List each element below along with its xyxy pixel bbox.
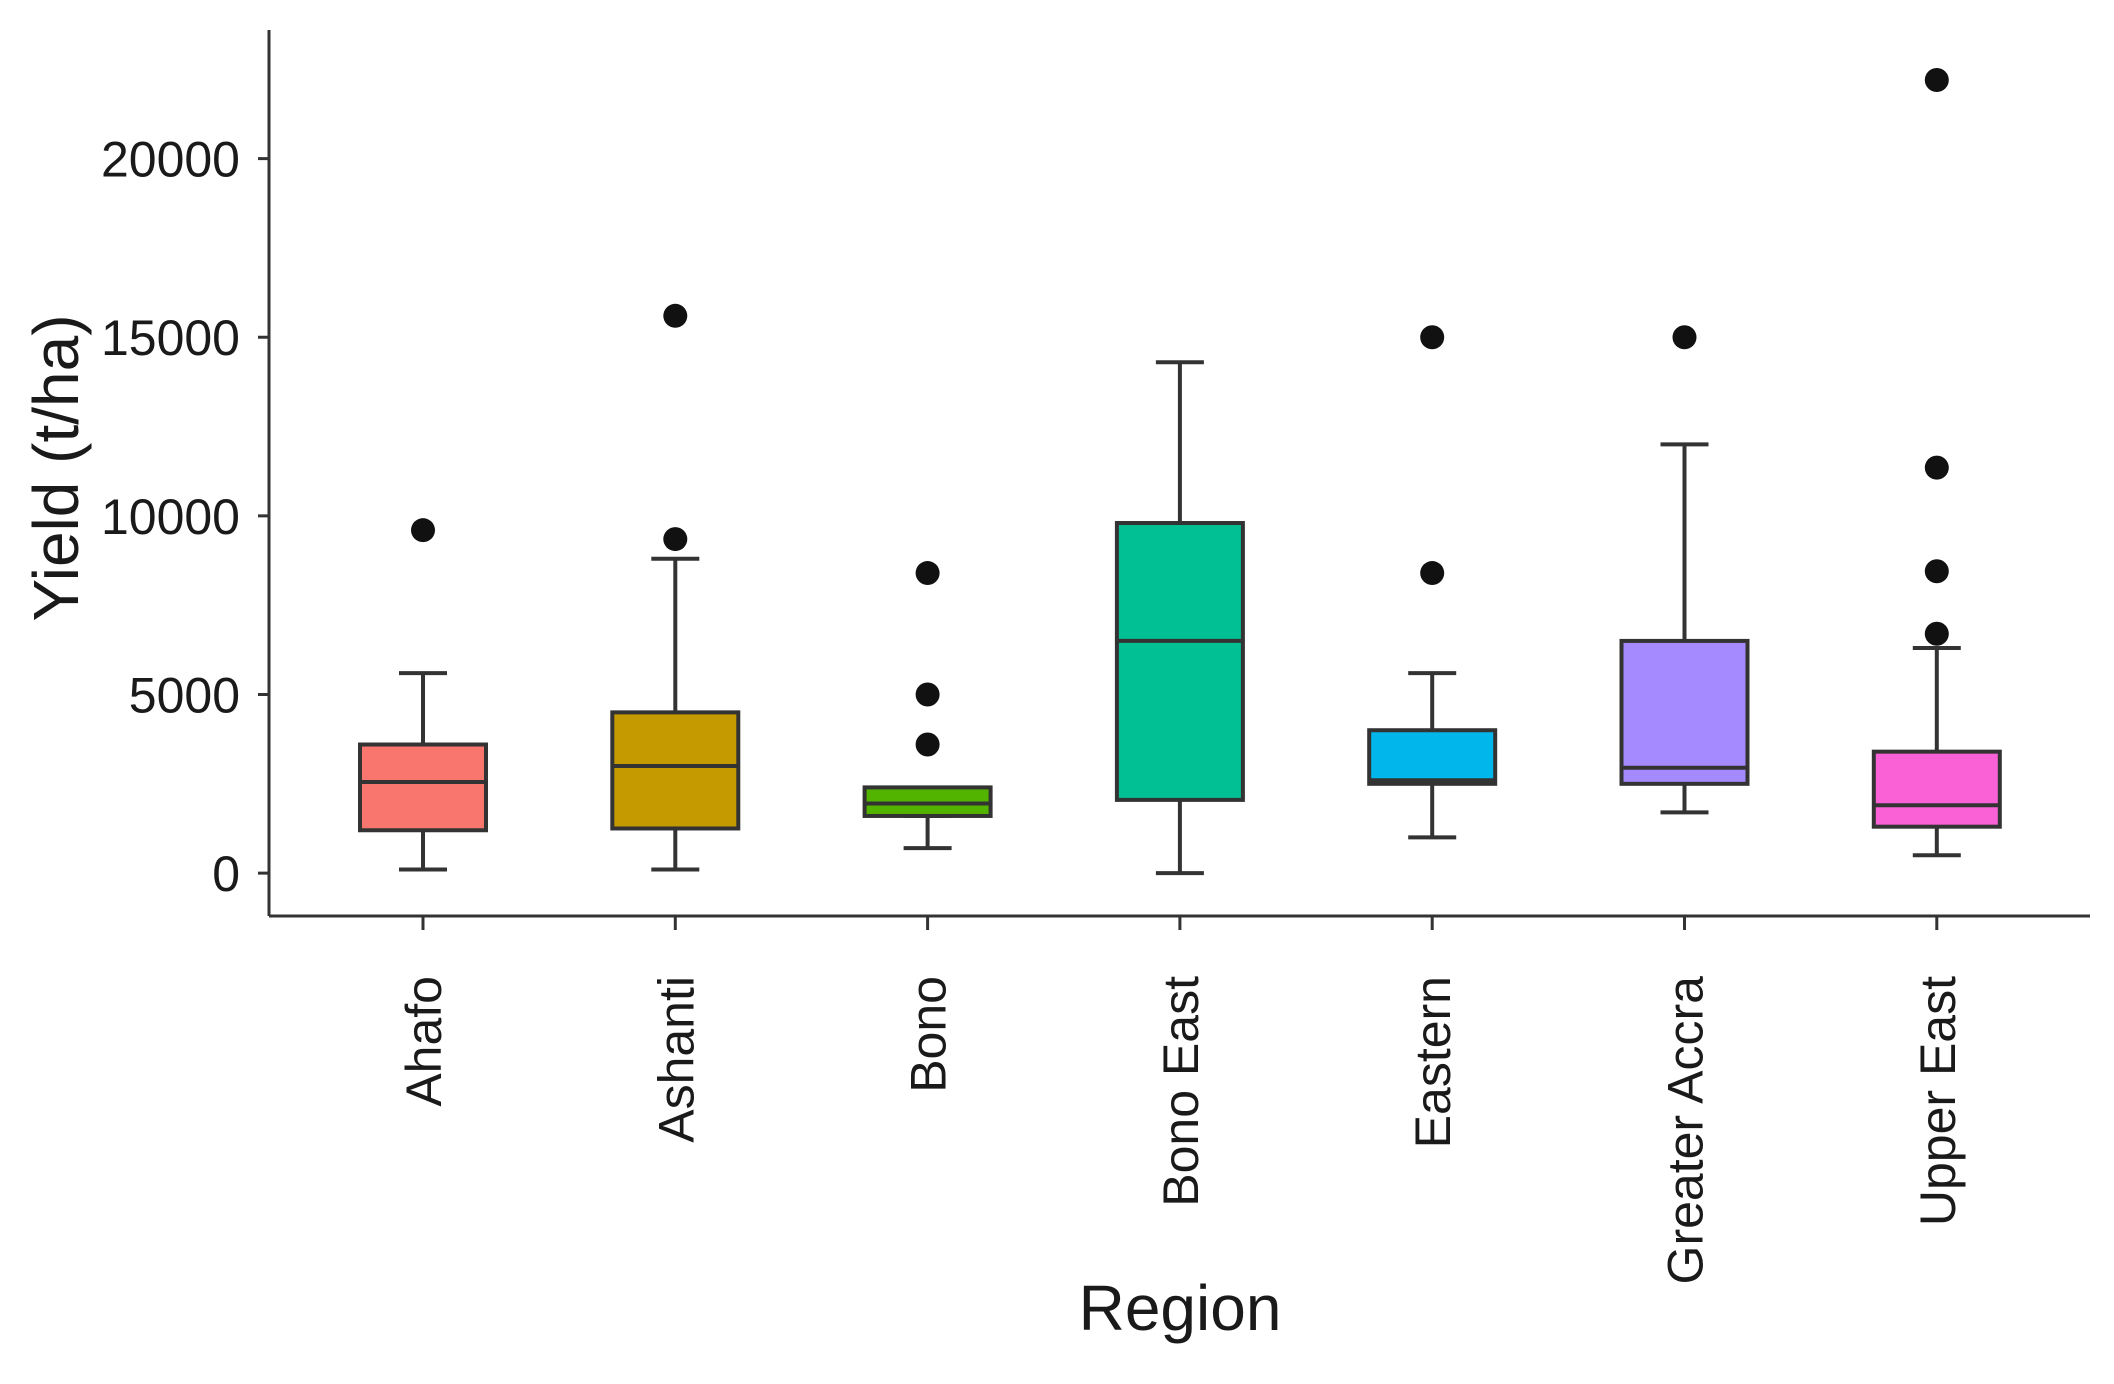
outlier-point: [1420, 325, 1445, 350]
iqr-box: [610, 710, 741, 831]
y-tick-label: 20000: [101, 132, 240, 188]
outlier-point: [915, 732, 940, 757]
outlier-point: [411, 518, 435, 543]
outlier-point: [1672, 325, 1697, 350]
y-axis-title: Yield (t/ha): [20, 314, 92, 621]
iqr-box: [358, 742, 488, 833]
x-tick-label: Ahafo: [396, 976, 452, 1107]
plot-area: [358, 68, 2002, 876]
x-tick-label: Bono East: [1153, 976, 1209, 1207]
y-ticks: 0 5000 10000 15000 20000: [101, 132, 269, 902]
box-bono: [862, 561, 993, 851]
outlier-point: [915, 682, 940, 707]
iqr-box: [1367, 728, 1498, 786]
outlier-point: [1420, 561, 1445, 586]
box-greater-accra: [1619, 325, 1750, 815]
box-ashanti: [610, 303, 741, 872]
x-tick-label: Ashanti: [648, 976, 704, 1143]
iqr-box: [1619, 638, 1750, 786]
x-tick-label: Greater Accra: [1658, 976, 1714, 1285]
y-tick-label: 5000: [129, 668, 240, 724]
iqr-box: [1871, 749, 2002, 829]
x-axis-title: Region: [1079, 1272, 1282, 1344]
outlier-point: [663, 303, 688, 328]
x-tick-label: Eastern: [1405, 976, 1461, 1148]
x-tick-label: Bono: [901, 976, 957, 1093]
box-ahafo: [358, 518, 488, 872]
x-ticks: Ahafo Ashanti Bono Bono East Eastern Greater …: [396, 916, 1966, 1284]
outlier-point: [1924, 559, 1949, 584]
box-bono-east: [1114, 360, 1245, 876]
outlier-point: [915, 561, 940, 586]
iqr-box: [1114, 521, 1245, 802]
outlier-point: [1924, 621, 1949, 646]
box-upper-east: [1871, 68, 2002, 858]
outlier-point: [1924, 68, 1949, 93]
x-tick-label: Upper East: [1910, 976, 1966, 1226]
y-tick-label: 15000: [101, 310, 240, 366]
box-eastern: [1367, 325, 1498, 840]
y-tick-label: 0: [212, 846, 240, 902]
y-tick-label: 10000: [101, 489, 240, 545]
outlier-point: [663, 527, 688, 552]
outlier-point: [1924, 455, 1949, 480]
